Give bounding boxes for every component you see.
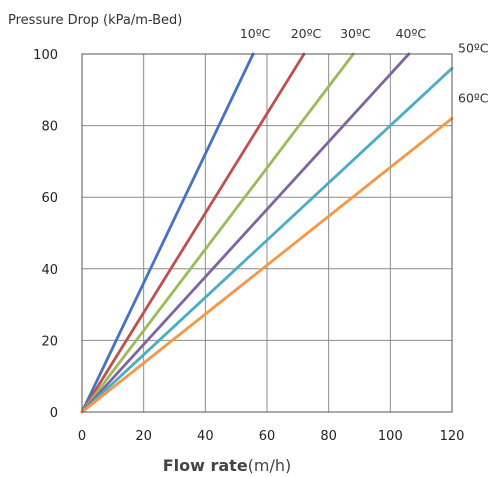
x-tick-label: 80: [320, 429, 337, 444]
series-labels: 10ºC 20ºC 30ºC 40ºC 50ºC 60ºC: [240, 26, 489, 105]
x-axis-label-main: Flow rate: [163, 456, 248, 475]
plot-frame: [81, 53, 453, 413]
x-axis-label-unit: (m/h): [248, 456, 292, 475]
series-line: [80, 52, 355, 414]
x-tick-label: 20: [135, 429, 152, 444]
y-tick-label: 60: [41, 191, 58, 206]
series-label: 40ºC: [396, 26, 427, 41]
series-label: 50ºC: [458, 40, 489, 55]
series-line: [80, 52, 411, 414]
y-tick-label: 40: [41, 263, 58, 278]
series-line: [80, 52, 255, 414]
y-tick-label: 0: [50, 406, 58, 421]
x-tick-label: 60: [259, 429, 276, 444]
grid: [81, 53, 453, 413]
x-tick-label: 100: [378, 429, 403, 444]
series-label: 10ºC: [240, 26, 271, 41]
series-label: 30ºC: [340, 26, 371, 41]
x-tick-label: 0: [78, 429, 86, 444]
y-tick-label: 100: [33, 48, 58, 63]
series-label: 20ºC: [291, 26, 322, 41]
x-axis-label: Flow rate(m/h): [163, 456, 292, 475]
y-axis-label: Pressure Drop (kPa/m-Bed): [8, 13, 182, 28]
series-line: [80, 66, 454, 414]
x-tick-label: 40: [197, 429, 214, 444]
series-line: [80, 52, 306, 414]
series-label: 60ºC: [458, 90, 489, 105]
series-lines: [80, 52, 454, 414]
y-tick-label: 20: [41, 334, 58, 349]
x-tick-labels: 0 20 40 60 80 100 120: [78, 429, 465, 444]
y-tick-labels: 0 20 40 60 80 100: [33, 48, 58, 421]
x-tick-label: 120: [440, 429, 465, 444]
series-line: [80, 117, 454, 414]
y-tick-label: 80: [41, 120, 58, 135]
